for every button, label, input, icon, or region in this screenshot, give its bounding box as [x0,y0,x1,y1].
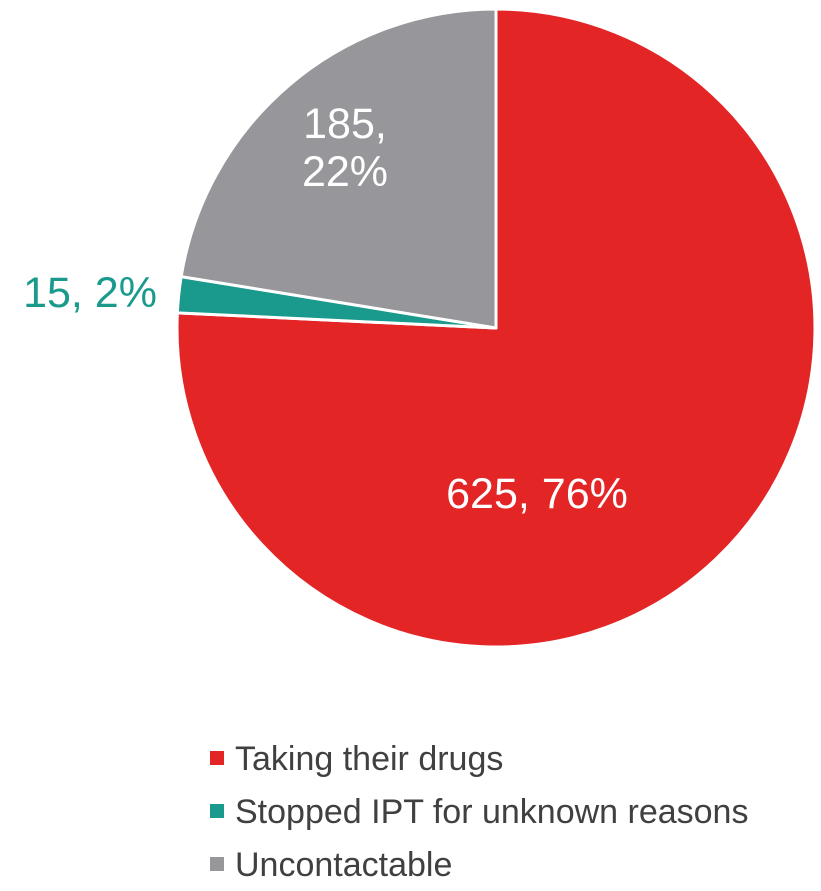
legend: Taking their drugs Stopped IPT for unknow… [210,740,748,884]
legend-item-taking-their-drugs: Taking their drugs [210,740,503,778]
legend-swatch-taking-their-drugs [210,751,224,765]
legend-label-stopped-ipt-for-unknown-reasons: Stopped IPT for unknown reasons [235,793,748,831]
legend-item-stopped-ipt-for-unknown-reasons: Stopped IPT for unknown reasons [210,793,748,831]
slices-layer [175,7,817,649]
legend-swatch-uncontactable [210,857,224,871]
data-labels-layer: 625, 76% 15, 2% 185, 22% [23,100,628,518]
legend-label-taking-their-drugs: Taking their drugs [235,740,503,778]
pie-slice-uncontactable [179,7,498,330]
legend-swatch-stopped-ipt-for-unknown-reasons [210,804,224,818]
pie-slice-taking-their-drugs [175,7,817,649]
data-label-stopped-ipt-for-unknown-reasons: 15, 2% [23,269,157,317]
legend-label-uncontactable: Uncontactable [235,846,452,884]
legend-item-uncontactable: Uncontactable [210,846,452,884]
data-label-uncontactable: 185, 22% [302,100,388,196]
data-label-taking-their-drugs: 625, 76% [446,470,628,518]
